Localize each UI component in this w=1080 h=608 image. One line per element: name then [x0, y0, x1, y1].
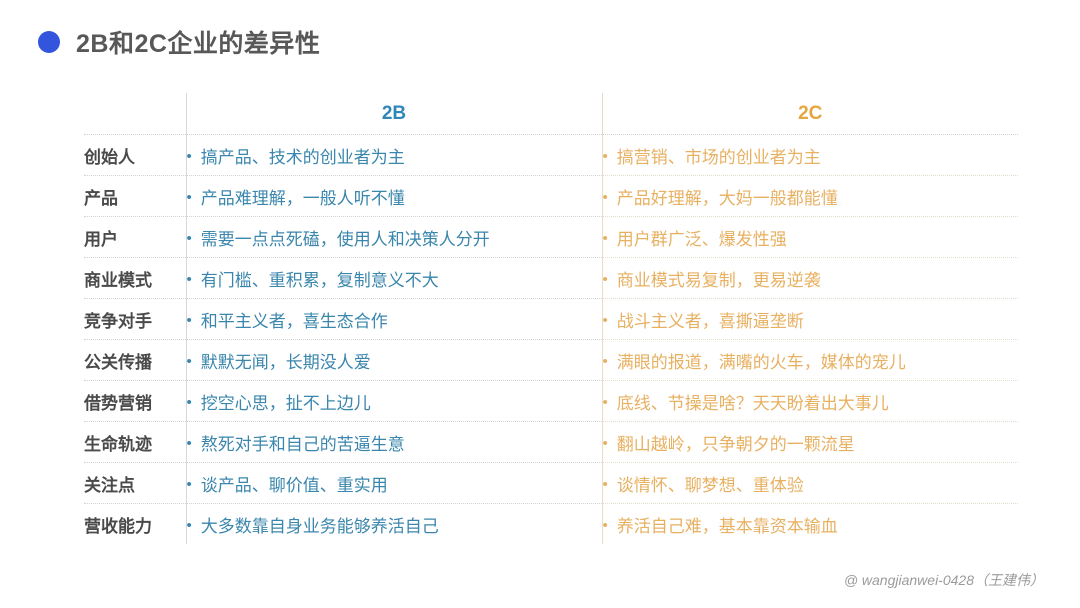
- row-label-cell: 生命轨迹: [84, 421, 186, 463]
- list-bullet-icon: •: [602, 188, 608, 206]
- table-body: 创始人 • 搞产品、技术的创业者为主 • 搞营销、市场的创业者为主 产品 • 产品难理解，一般…: [84, 134, 1018, 544]
- cell-text: 养活自己难，基本靠资本输血: [616, 516, 838, 536]
- cell-text: 和平主义者，喜生态合作: [200, 311, 388, 331]
- list-bullet-icon: •: [602, 311, 608, 329]
- cell-2c: • 战斗主义者，喜撕逼垄断: [601, 298, 1018, 340]
- cell-2c: • 商业模式易复制，更易逆袭: [601, 257, 1018, 299]
- cell-2c: • 产品好理解，大妈一般都能懂: [601, 175, 1018, 217]
- cell-2b: • 大多数靠自身业务能够养活自己: [185, 503, 602, 544]
- table-row: 产品 • 产品难理解，一般人听不懂 • 产品好理解，大妈一般都能懂: [84, 175, 1018, 217]
- cell-text: 谈情怀、聊梦想、重体验: [616, 475, 804, 495]
- cell-text: 商业模式易复制，更易逆袭: [616, 270, 821, 290]
- list-bullet-icon: •: [186, 311, 192, 329]
- table-row: 用户 • 需要一点点死磕，使用人和决策人分开 • 用户群广泛、爆发性强: [84, 216, 1018, 258]
- cell-2c: • 搞营销、市场的创业者为主: [601, 134, 1018, 176]
- cell-2c: • 养活自己难，基本靠资本输血: [601, 503, 1018, 544]
- cell-2c: • 翻山越岭，只争朝夕的一颗流星: [601, 421, 1018, 463]
- list-bullet-icon: •: [186, 434, 192, 452]
- bullet-circle-icon: [38, 31, 60, 53]
- cell-text: 产品难理解，一般人听不懂: [200, 188, 405, 208]
- slide-title-row: 2B和2C企业的差异性: [38, 24, 320, 60]
- row-label-cell: 借势营销: [84, 380, 186, 422]
- table-row: 关注点 • 谈产品、聊价值、重实用 • 谈情怀、聊梦想、重体验: [84, 462, 1018, 504]
- header-cell-blank: [84, 93, 186, 135]
- row-label-cell: 营收能力: [84, 516, 152, 536]
- cell-2b: • 默默无闻，长期没人爱: [185, 339, 602, 381]
- row-label-cell: 竞争对手: [84, 298, 186, 340]
- row-label-cell: 关注点: [84, 462, 186, 504]
- cell-2c: • 满眼的报道，满嘴的火车，媒体的宠儿: [601, 339, 1018, 381]
- cell-2c: • 底线、节操是啥？天天盼着出大事儿: [601, 380, 1018, 422]
- list-bullet-icon: •: [186, 516, 192, 534]
- list-bullet-icon: •: [602, 270, 608, 288]
- row-label-cell: 商业模式: [84, 257, 186, 299]
- cell-text: 翻山越岭，只争朝夕的一颗流星: [616, 434, 855, 454]
- cell-2b: • 搞产品、技术的创业者为主: [185, 134, 602, 176]
- table-row: 创始人 • 搞产品、技术的创业者为主 • 搞营销、市场的创业者为主: [84, 134, 1018, 176]
- comparison-table: 2B 2C 创始人 • 搞产品、技术的创业者为主 • 搞营销、市场的创业者为主 产品 • 产品…: [84, 93, 1018, 544]
- cell-text: 需要一点点死磕，使用人和决策人分开: [200, 229, 490, 249]
- cell-text: 产品好理解，大妈一般都能懂: [616, 188, 838, 208]
- list-bullet-icon: •: [186, 229, 192, 247]
- cell-2b: • 需要一点点死磕，使用人和决策人分开: [185, 216, 602, 258]
- row-label-cell: 公关传播: [84, 339, 186, 381]
- footer-watermark: @ wangjianwei-0428（王建伟）: [843, 572, 1044, 588]
- list-bullet-icon: •: [602, 229, 608, 247]
- cell-text: 满眼的报道，满嘴的火车，媒体的宠儿: [616, 352, 906, 372]
- cell-text: 战斗主义者，喜撕逼垄断: [616, 311, 804, 331]
- cell-2b: • 有门槛、重积累，复制意义不大: [185, 257, 602, 299]
- table-header: 2B 2C: [84, 93, 1018, 135]
- row-label-cell: 用户: [84, 216, 186, 258]
- list-bullet-icon: •: [186, 147, 192, 165]
- cell-2b: • 熬死对手和自己的苦逼生意: [185, 421, 602, 463]
- row-label-cell: 创始人: [84, 134, 186, 176]
- cell-text: 熬死对手和自己的苦逼生意: [200, 434, 405, 454]
- list-bullet-icon: •: [602, 147, 608, 165]
- cell-text: 用户群广泛、爆发性强: [616, 229, 787, 249]
- list-bullet-icon: •: [186, 352, 192, 370]
- cell-2b: • 产品难理解，一般人听不懂: [185, 175, 602, 217]
- table-row: 借势营销 • 挖空心思，扯不上边儿 • 底线、节操是啥？天天盼着出大事儿: [84, 380, 1018, 422]
- cell-2b: • 挖空心思，扯不上边儿: [185, 380, 602, 422]
- cell-2b: • 和平主义者，喜生态合作: [185, 298, 602, 340]
- table-row: 公关传播 • 默默无闻，长期没人爱 • 满眼的报道，满嘴的火车，媒体的宠儿: [84, 339, 1018, 381]
- cell-text: 搞产品、技术的创业者为主: [200, 147, 405, 167]
- list-bullet-icon: •: [602, 516, 608, 534]
- cell-text: 挖空心思，扯不上边儿: [200, 393, 371, 413]
- list-bullet-icon: •: [602, 475, 608, 493]
- table-row: 生命轨迹 • 熬死对手和自己的苦逼生意 • 翻山越岭，只争朝夕的一颗流星: [84, 421, 1018, 463]
- cell-text: 谈产品、聊价值、重实用: [200, 475, 388, 495]
- list-bullet-icon: •: [602, 352, 608, 370]
- list-bullet-icon: •: [186, 393, 192, 411]
- list-bullet-icon: •: [186, 188, 192, 206]
- cell-2c: • 用户群广泛、爆发性强: [601, 216, 1018, 258]
- table-header-row: 2B 2C: [84, 93, 1018, 135]
- cell-2b: • 谈产品、聊价值、重实用: [185, 462, 602, 504]
- row-label-cell: 产品: [84, 175, 186, 217]
- list-bullet-icon: •: [186, 475, 192, 493]
- cell-text: 大多数靠自身业务能够养活自己: [200, 516, 439, 536]
- cell-text: 搞营销、市场的创业者为主: [616, 147, 821, 167]
- table-row: 竞争对手 • 和平主义者，喜生态合作 • 战斗主义者，喜撕逼垄断: [84, 298, 1018, 340]
- table-row: 营收能力 • 大多数靠自身业务能够养活自己 • 养活自己难，基本靠资本输血: [84, 503, 1018, 544]
- list-bullet-icon: •: [602, 434, 608, 452]
- table-row: 商业模式 • 有门槛、重积累，复制意义不大 • 商业模式易复制，更易逆袭: [84, 257, 1018, 299]
- cell-2c: • 谈情怀、聊梦想、重体验: [601, 462, 1018, 504]
- cell-text: 默默无闻，长期没人爱: [200, 352, 371, 372]
- list-bullet-icon: •: [186, 270, 192, 288]
- list-bullet-icon: •: [602, 393, 608, 411]
- header-cell-2b: 2B: [185, 93, 602, 135]
- cell-text: 有门槛、重积累，复制意义不大: [200, 270, 439, 290]
- cell-text: 底线、节操是啥？天天盼着出大事儿: [616, 393, 889, 413]
- page-title: 2B和2C企业的差异性: [76, 30, 321, 58]
- header-cell-2c: 2C: [601, 93, 1018, 135]
